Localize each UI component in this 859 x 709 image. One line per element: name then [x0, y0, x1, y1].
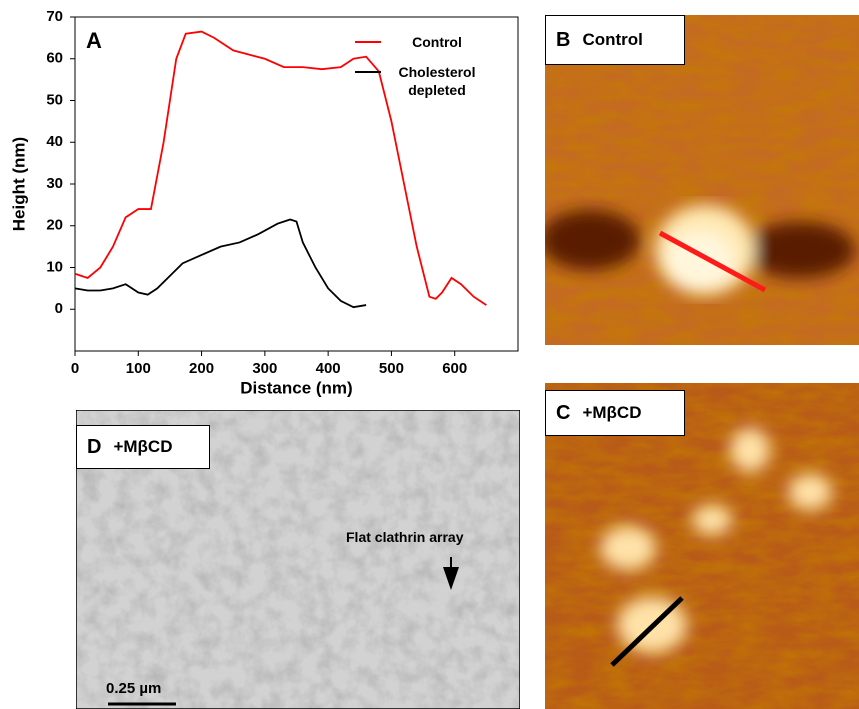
y-tick-label: 40	[46, 133, 63, 150]
y-tick-label: 50	[46, 91, 63, 108]
panel-title: Control	[582, 30, 642, 50]
y-tick-label: 20	[46, 217, 63, 234]
x-tick-label: 600	[442, 360, 467, 377]
y-axis-label: Height (nm)	[9, 137, 28, 231]
chart: 0 10 20 30 40 50 60 70 0 100 200 300 400 500 600 Distan…	[0, 0, 859, 709]
panel-title: +MβCD	[113, 437, 172, 457]
panel-letter: C	[556, 402, 570, 425]
panel-title: +MβCD	[582, 403, 641, 423]
y-tick-label: 10	[46, 258, 63, 275]
panel-label-box: B Control	[545, 15, 685, 65]
panel-label-box: D +MβCD	[76, 425, 210, 469]
x-tick-label: 400	[316, 360, 341, 377]
legend-label: Control	[387, 33, 487, 51]
panel-label-box: C +MβCD	[545, 390, 685, 436]
panel-letter: A	[86, 32, 102, 50]
panel-letter: B	[556, 29, 570, 52]
legend-swatch	[355, 41, 381, 43]
annotation: Flat clathrin array	[346, 528, 464, 546]
x-tick-label: 500	[379, 360, 404, 377]
x-axis-label: Distance (nm)	[240, 378, 352, 397]
y-tick-label: 60	[46, 50, 63, 67]
y-tick-label: 70	[46, 8, 63, 25]
figure: 0 10 20 30 40 50 60 70 0 100 200 300 400 500 600 Distan…	[0, 0, 859, 709]
x-tick-label: 200	[189, 360, 214, 377]
scale-bar-label: 0.25 µm	[106, 680, 161, 698]
x-tick-label: 300	[252, 360, 277, 377]
y-tick-label: 0	[55, 300, 63, 317]
panel-letter: D	[87, 436, 101, 459]
legend-label: Cholesterol depleted	[387, 63, 487, 99]
x-tick-label: 0	[71, 360, 79, 377]
x-tick-label: 100	[126, 360, 151, 377]
y-tick-label: 30	[46, 175, 63, 192]
legend-swatch	[355, 71, 381, 73]
